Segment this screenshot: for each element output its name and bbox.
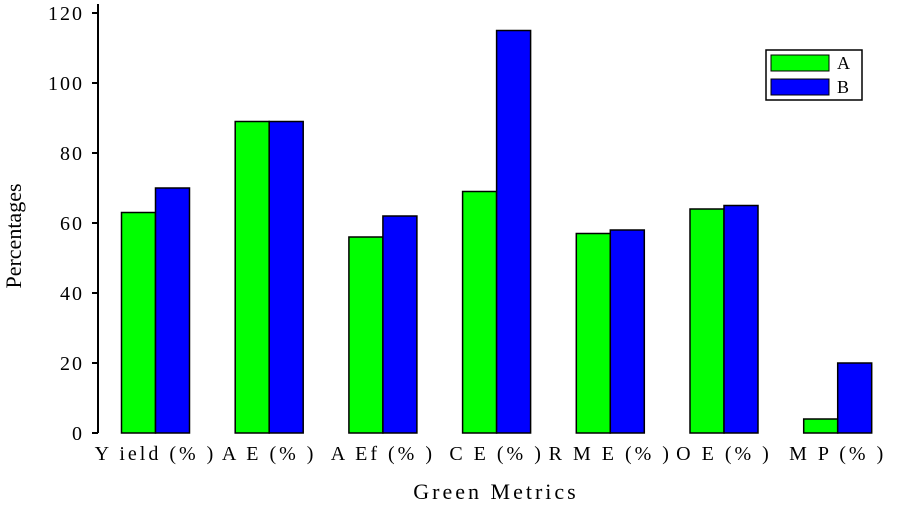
- x-tick-label: M P (% ): [789, 443, 886, 465]
- y-tick-label: 0: [72, 423, 84, 445]
- bar-series-a-4: [461, 190, 498, 434]
- legend-label-series-a: A: [837, 53, 850, 73]
- y-tick-label: 60: [60, 213, 84, 235]
- bar-series-a-5: [575, 232, 612, 434]
- bar-series-b-7: [836, 362, 873, 434]
- bars-layer: [120, 29, 873, 434]
- legend-swatch-series-a: [770, 54, 830, 72]
- y-tick-label: 100: [48, 73, 84, 95]
- y-tick-label: 40: [60, 283, 84, 305]
- y-ticks: 0 20 40 60 80 100 120: [48, 3, 98, 445]
- bar-series-b-3: [382, 215, 418, 434]
- bar-series-b-5: [609, 229, 646, 434]
- x-tick-label: Y ield (% ): [95, 443, 217, 465]
- bar-series-a-6: [689, 208, 725, 434]
- legend-swatch-series-b: [770, 78, 830, 96]
- x-axis-title: Green Metrics: [413, 479, 578, 504]
- bar-series-b-2: [268, 120, 304, 434]
- bar-series-a-3: [348, 236, 384, 434]
- x-tick-label: O E (% ): [676, 443, 772, 465]
- bar-series-a-1: [120, 211, 157, 434]
- y-tick-label: 80: [60, 143, 84, 165]
- bar-series-b-6: [723, 204, 759, 434]
- bar-series-b-4: [495, 29, 532, 434]
- y-tick-label: 20: [60, 353, 84, 375]
- x-tick-label: R M E (% ): [549, 443, 672, 465]
- bar-series-a-2: [234, 120, 270, 434]
- legend: A B: [765, 49, 863, 101]
- bar-series-a-7: [802, 418, 839, 434]
- x-tick-label: C E (% ): [449, 443, 544, 465]
- x-ticks: Y ield (% ) A E (% ) A Ef (% ) C E (% ) R M …: [95, 443, 886, 465]
- y-axis-title: Percentages: [1, 183, 26, 288]
- legend-label-series-b: B: [837, 77, 849, 97]
- x-tick-label: A Ef (% ): [331, 443, 435, 465]
- bar-series-b-1: [154, 187, 191, 434]
- y-tick-label: 120: [48, 3, 84, 25]
- x-tick-label: A E (% ): [222, 443, 317, 465]
